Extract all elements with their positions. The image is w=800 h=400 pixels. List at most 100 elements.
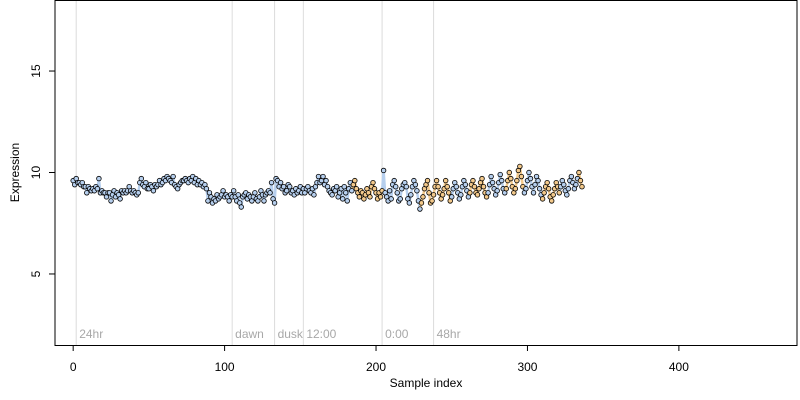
data-point xyxy=(536,186,543,192)
data-point xyxy=(329,192,335,198)
data-point xyxy=(386,188,393,194)
data-point xyxy=(462,181,469,188)
plot-frame xyxy=(54,0,798,346)
data-point xyxy=(261,198,267,204)
data-point xyxy=(444,184,450,190)
data-point xyxy=(474,192,481,198)
trend-segment xyxy=(382,169,387,195)
data-point xyxy=(506,169,512,176)
data-point xyxy=(508,175,514,182)
data-point xyxy=(499,177,505,184)
vertical-marker-label: 12:00 xyxy=(306,327,336,341)
data-point xyxy=(550,192,556,198)
data-point xyxy=(514,177,520,184)
x-axis-label: Sample index xyxy=(390,376,463,390)
data-point xyxy=(394,190,400,196)
data-point xyxy=(488,173,494,180)
data-point xyxy=(143,179,149,186)
data-point xyxy=(418,200,425,206)
data-point xyxy=(280,184,287,190)
data-point xyxy=(420,194,426,200)
vertical-marker-label: 24hr xyxy=(79,327,103,341)
x-tick-label: 0 xyxy=(70,360,77,374)
data-point xyxy=(449,194,455,200)
data-point xyxy=(512,186,519,192)
x-tick-label: 400 xyxy=(669,360,689,374)
data-point xyxy=(446,190,452,196)
data-point xyxy=(532,181,538,188)
data-point xyxy=(544,179,550,186)
data-point xyxy=(526,169,532,176)
data-point xyxy=(135,190,141,196)
data-point xyxy=(170,173,176,180)
data-point xyxy=(523,186,529,192)
data-point xyxy=(471,184,478,190)
data-point xyxy=(230,188,237,194)
data-point xyxy=(277,179,284,186)
data-point xyxy=(408,192,414,198)
data-point xyxy=(527,175,534,182)
data-point xyxy=(433,177,440,184)
data-point xyxy=(349,188,355,194)
data-point xyxy=(545,186,552,192)
y-tick-label: 15 xyxy=(29,64,43,78)
data-point xyxy=(397,196,403,202)
data-point xyxy=(541,190,547,196)
data-point xyxy=(565,186,572,192)
y-tick-label: 5 xyxy=(29,270,43,277)
data-point xyxy=(267,190,273,196)
y-axis-label: Expression xyxy=(8,143,22,202)
data-point xyxy=(406,200,413,206)
data-point xyxy=(426,190,432,196)
data-point xyxy=(579,184,585,190)
data-point xyxy=(138,175,145,182)
data-point xyxy=(573,181,579,188)
data-point xyxy=(564,192,570,198)
data-point xyxy=(442,177,449,184)
y-tick-label: 10 xyxy=(29,166,43,180)
data-point xyxy=(108,198,114,204)
data-point xyxy=(417,206,423,212)
data-point xyxy=(424,177,431,184)
data-point xyxy=(568,173,575,180)
data-point xyxy=(84,190,90,196)
data-point xyxy=(220,188,226,194)
data-point xyxy=(494,188,500,194)
data-point xyxy=(467,190,473,196)
data-point xyxy=(535,177,541,184)
data-point xyxy=(252,190,258,196)
data-point xyxy=(393,184,399,190)
data-point xyxy=(576,169,582,176)
data-point xyxy=(380,167,387,174)
data-point xyxy=(497,171,503,178)
data-point xyxy=(268,179,275,186)
data-point xyxy=(479,175,485,182)
data-point xyxy=(340,196,346,202)
data-point xyxy=(403,184,410,190)
data-point xyxy=(485,190,491,196)
data-point xyxy=(352,177,358,184)
data-point xyxy=(530,190,537,196)
data-point xyxy=(287,184,293,190)
x-tick-label: 200 xyxy=(366,360,386,374)
data-point xyxy=(323,177,329,184)
data-point xyxy=(577,177,584,184)
data-point xyxy=(150,188,157,194)
data-point xyxy=(489,179,496,186)
data-point xyxy=(283,188,290,194)
data-point xyxy=(344,198,350,204)
data-point xyxy=(439,192,446,198)
data-point xyxy=(311,192,317,198)
data-point xyxy=(517,163,523,170)
data-point xyxy=(430,192,437,198)
vertical-marker-label: dawn xyxy=(235,327,264,341)
data-point xyxy=(315,173,322,180)
vertical-marker-lines xyxy=(75,0,435,345)
data-point xyxy=(94,186,101,192)
data-point xyxy=(370,179,376,186)
data-point xyxy=(453,184,459,190)
data-point xyxy=(388,196,394,202)
x-axis: 0 100 200 300 400 xyxy=(70,345,689,374)
data-point xyxy=(391,177,397,184)
